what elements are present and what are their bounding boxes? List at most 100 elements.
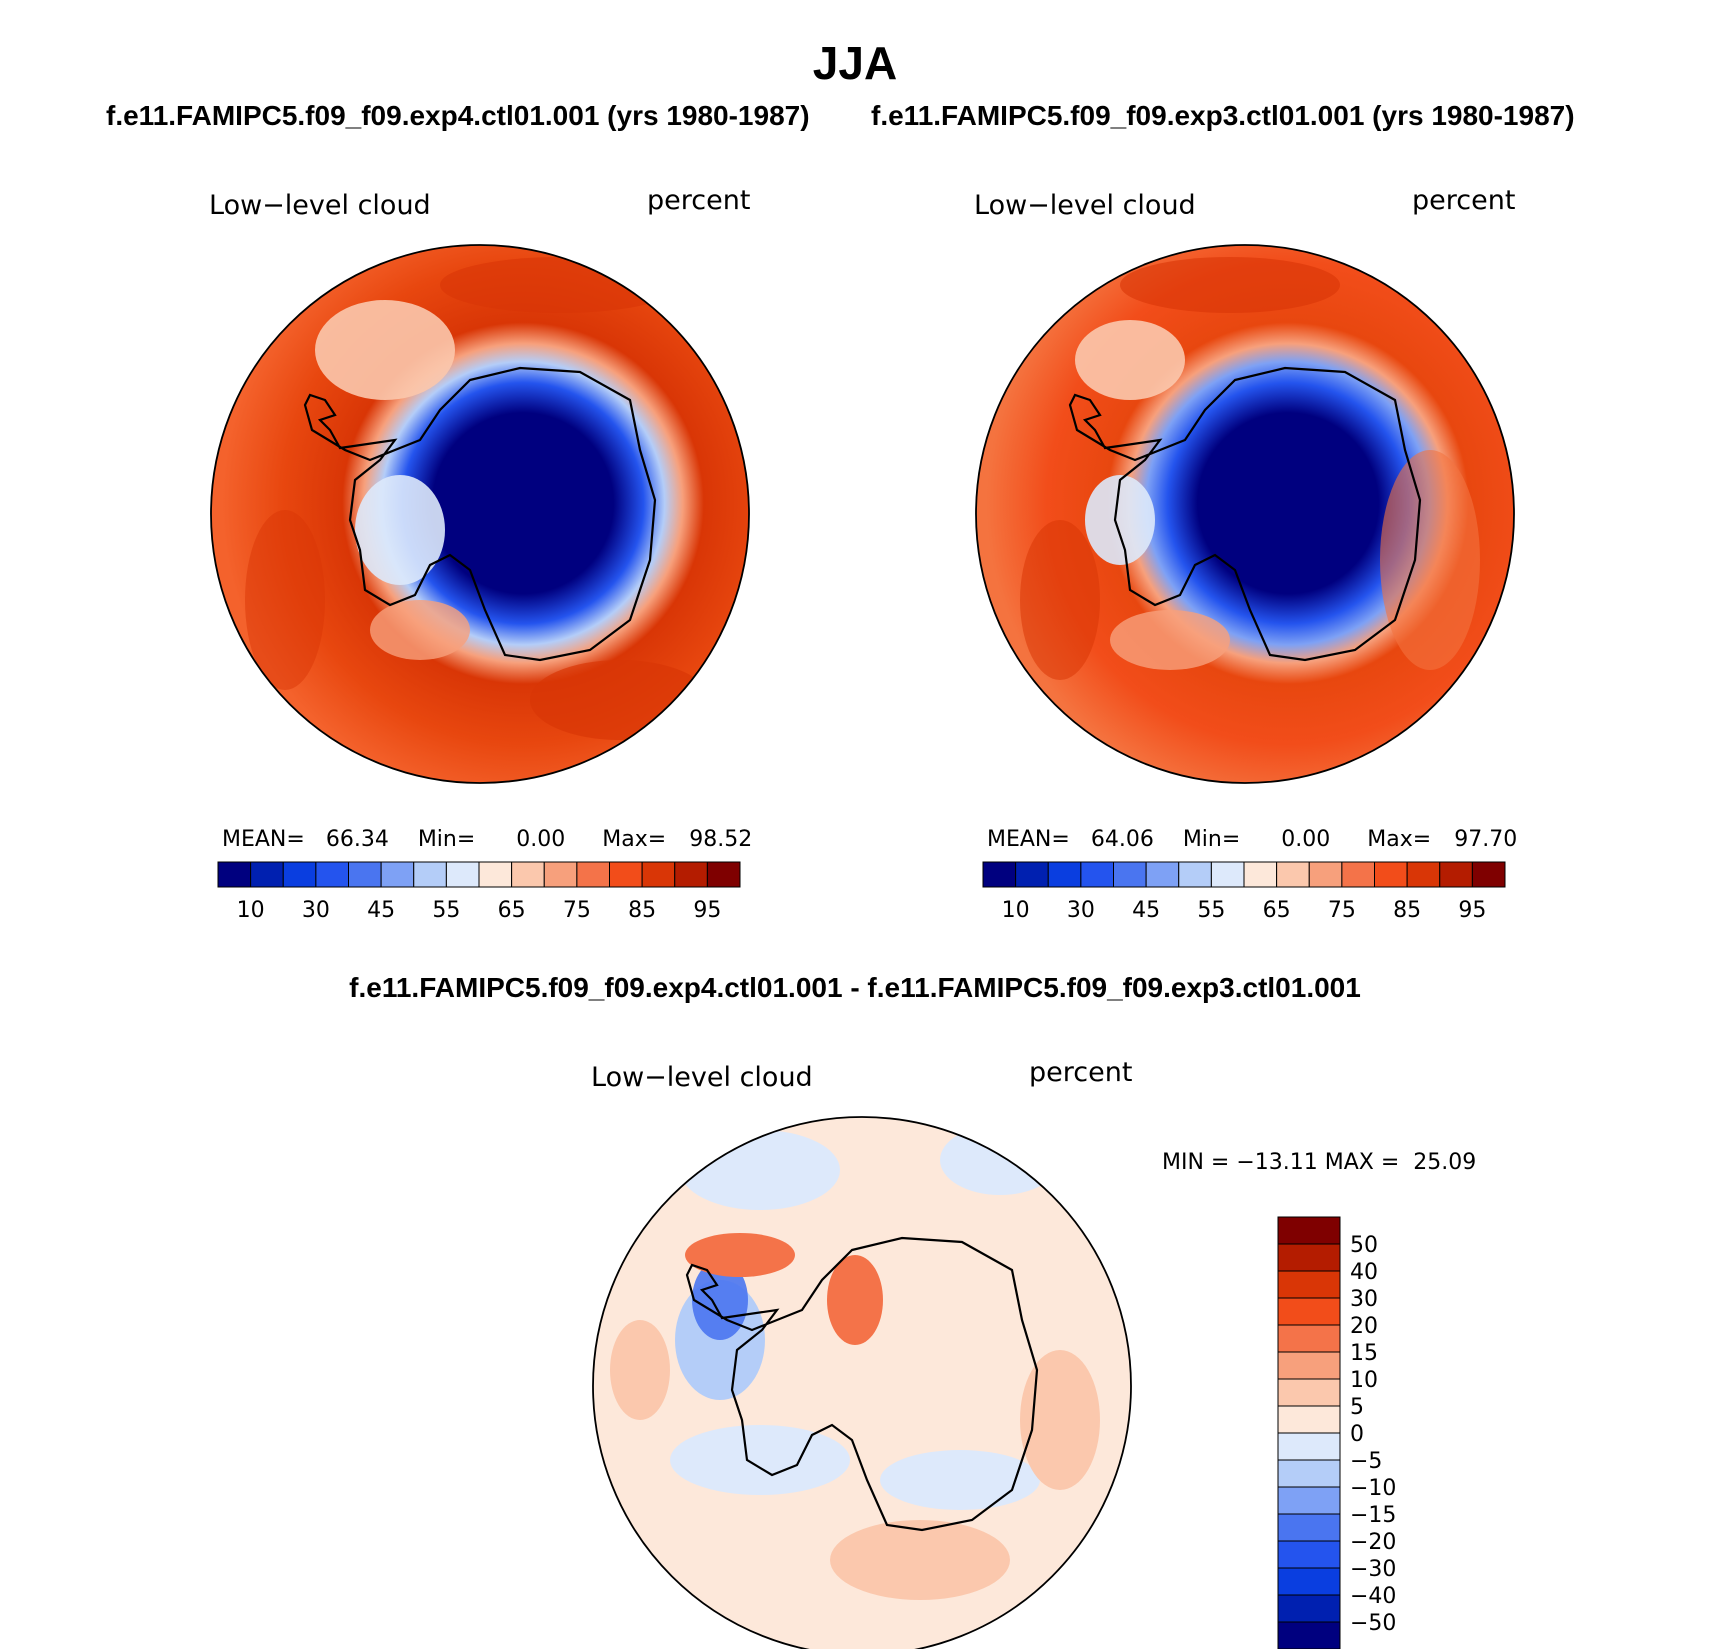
panel-1-variable-label: Low−level cloud — [209, 190, 431, 221]
diff-units-label: percent — [1029, 1057, 1133, 1088]
panel-1-colorbar-swatch — [511, 861, 545, 888]
panel-2-stats: MEAN= 64.06 Min= 0.00 Max= 97.70 — [987, 827, 1517, 852]
panel-1-colorbar-swatch — [348, 861, 382, 888]
diff-colorbar-tick-label: 50 — [1350, 1233, 1378, 1258]
diff-colorbar-tick-label: 0 — [1350, 1422, 1364, 1447]
panel-2-min-value: 0.00 — [1281, 827, 1331, 852]
panel-1-max-value: 98.52 — [689, 827, 753, 852]
diff-colorbar-swatch — [1277, 1243, 1341, 1272]
panel-2-coastline — [1068, 366, 1422, 662]
panel-2-mean-label: MEAN= — [987, 827, 1070, 852]
panel-1-colorbar-swatch — [250, 861, 284, 888]
panel-2-min-label: Min= — [1182, 827, 1241, 852]
panel-2-colorbar-tick-label: 45 — [1132, 898, 1160, 923]
panel-2-colorbar: 10 30 45 55 65 75 85 95 — [982, 861, 1506, 923]
diff-field-features — [610, 1125, 1100, 1600]
panel-1-colorbar-tick-label: 55 — [432, 898, 460, 923]
diff-colorbar-tick-label: −20 — [1350, 1530, 1396, 1555]
panel-2-colorbar-swatch — [1015, 861, 1049, 888]
diff-case-title: f.e11.FAMIPC5.f09_f09.exp4.ctl01.001 - f… — [349, 972, 1361, 1003]
panel-1-units-label: percent — [647, 185, 751, 216]
panel-2-colorbar-tick-label: 10 — [1002, 898, 1030, 923]
panel-1-mean-value: 66.34 — [325, 827, 389, 852]
panel-1-colorbar-swatch — [413, 861, 447, 888]
panel-1-colorbar-swatch — [674, 861, 708, 888]
panel-1-colorbar-swatch — [609, 861, 643, 888]
panel-2-colorbar-tick-label: 30 — [1067, 898, 1095, 923]
panel-1-map — [210, 244, 750, 784]
panel-1-case-title: f.e11.FAMIPC5.f09_f09.exp4.ctl01.001 (yr… — [106, 100, 810, 131]
diff-colorbar-swatch — [1277, 1324, 1341, 1353]
diff-colorbar-swatch — [1277, 1351, 1341, 1380]
diff-colorbar-tick-label: 20 — [1350, 1314, 1378, 1339]
panel-2-variable-label: Low−level cloud — [974, 190, 1196, 221]
diff-variable-label: Low−level cloud — [591, 1062, 813, 1093]
panel-2-units-label: percent — [1412, 185, 1516, 216]
panel-2-map-border — [975, 244, 1515, 784]
panel-2-colorbar-swatch — [1047, 861, 1082, 888]
panel-2-case-title: f.e11.FAMIPC5.f09_f09.exp3.ctl01.001 (yr… — [871, 100, 1575, 131]
diff-colorbar-tick-label: −10 — [1350, 1476, 1396, 1501]
diff-colorbar-swatch — [1277, 1594, 1341, 1623]
panel-1-colorbar-tick-label: 30 — [302, 898, 330, 923]
panel-2-map — [975, 244, 1515, 784]
figure-title: JJA — [812, 37, 898, 89]
panel-1-min-label: Min= — [417, 827, 476, 852]
panel-2-colorbar-swatch — [1439, 861, 1473, 888]
panel-2-colorbar-swatch — [982, 861, 1017, 888]
diff-colorbar-swatch — [1277, 1432, 1341, 1461]
panel-2-colorbar-swatch — [1210, 861, 1245, 888]
diff-colorbar-tick-label: 5 — [1350, 1395, 1364, 1420]
panel-1-colorbar-swatch — [543, 861, 578, 888]
panel-2-max-label: Max= — [1367, 827, 1432, 852]
panel-2-max-value: 97.70 — [1454, 827, 1518, 852]
diff-coastline — [685, 1236, 1039, 1532]
panel-1-colorbar-swatch — [478, 861, 513, 888]
panel-2-colorbar-tick-label: 55 — [1197, 898, 1225, 923]
panel-2-colorbar-swatch — [1080, 861, 1114, 888]
diff-colorbar-swatch — [1277, 1513, 1341, 1542]
panel-1-colorbar-swatch — [217, 861, 252, 888]
panel-1-colorbar-swatch — [706, 861, 741, 888]
diff-colorbar-swatch — [1277, 1378, 1341, 1407]
diff-colorbar-swatch — [1277, 1540, 1341, 1569]
diff-colorbar-swatch — [1277, 1621, 1341, 1649]
panel-1-colorbar-swatch — [576, 861, 610, 888]
panel-2-colorbar-tick-label: 75 — [1328, 898, 1356, 923]
diff-colorbar-tick-label: 40 — [1350, 1260, 1378, 1285]
diff-colorbar-swatch — [1277, 1270, 1341, 1299]
panel-2-field-features — [1020, 257, 1480, 680]
panel-1-colorbar-tick-label: 10 — [237, 898, 265, 923]
panel-1-colorbar-tick-label: 95 — [693, 898, 721, 923]
panel-1-colorbar-swatch — [380, 861, 415, 888]
diff-colorbar-tick-label: −40 — [1350, 1584, 1396, 1609]
panel-1-colorbar-swatch — [315, 861, 349, 888]
panel-1-colorbar-tick-label: 85 — [628, 898, 656, 923]
diff-colorbar-tick-label: 15 — [1350, 1341, 1378, 1366]
panel-2-colorbar-swatch — [1276, 861, 1310, 888]
diff-map-border — [592, 1116, 1132, 1649]
panel-2-colorbar-swatch — [1113, 861, 1147, 888]
panel-1-colorbar-tick-label: 75 — [563, 898, 591, 923]
panel-2-colorbar-swatch — [1243, 861, 1278, 888]
panel-2-colorbar-swatch — [1374, 861, 1408, 888]
panel-1-map-border — [210, 244, 750, 784]
panel-2-mean-value: 64.06 — [1090, 827, 1154, 852]
diff-colorbar-tick-label: −50 — [1350, 1611, 1396, 1636]
panel-1-colorbar-swatch — [445, 861, 480, 888]
diff-colorbar-tick-label: −5 — [1350, 1449, 1382, 1474]
panel-1-field-features — [245, 257, 710, 740]
diff-map — [592, 1116, 1132, 1649]
panel-1-coastline — [303, 366, 657, 662]
diff-min-max-stats: MIN = −13.11 MAX = 25.09 — [1162, 1150, 1477, 1175]
diff-colorbar-tick-label: 30 — [1350, 1287, 1378, 1312]
panel-1-stats: MEAN= 66.34 Min= 0.00 Max= 98.52 — [222, 827, 752, 852]
panel-1-colorbar-tick-label: 65 — [498, 898, 526, 923]
panel-2-colorbar-swatch — [1406, 861, 1441, 888]
diff-colorbar-tick-label: −15 — [1350, 1503, 1396, 1528]
panel-2-colorbar-swatch — [1178, 861, 1212, 888]
panel-2-colorbar-tick-label: 65 — [1263, 898, 1291, 923]
panel-2-colorbar-tick-label: 95 — [1458, 898, 1486, 923]
